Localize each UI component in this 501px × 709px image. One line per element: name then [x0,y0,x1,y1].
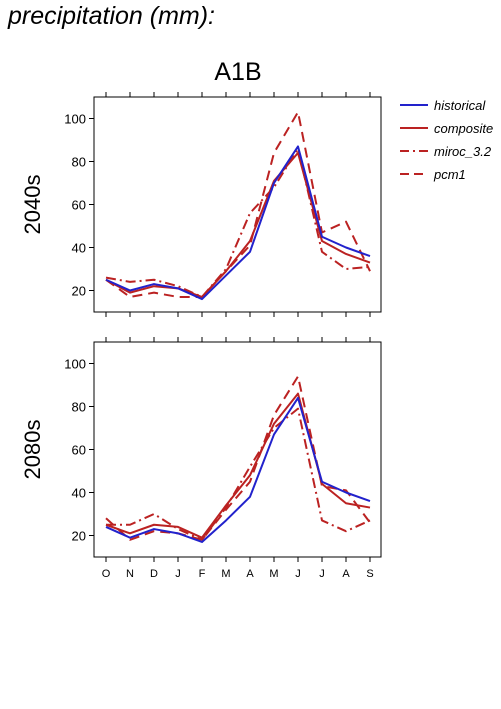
series-line-miroc_3.2 [106,407,371,541]
chart-panel-2040s: 20 40 60 80 100 2040s [20,92,382,317]
x-tick-label: J [295,568,301,580]
y-tick-label: 100 [64,112,86,127]
plot-frame [93,341,382,558]
y-tick-label: 40 [72,241,86,256]
x-tick-label: N [126,568,134,580]
legend-label: pcm1 [433,167,466,182]
x-tick-label: F [199,568,206,580]
x-tick-label: A [342,568,350,580]
x-tick-label: A [246,568,254,580]
y-tick-label: 60 [72,443,86,458]
x-tick-label: J [175,568,181,580]
page-title: precipitation (mm): [8,2,215,30]
x-tick-label: M [221,568,230,580]
x-tick-label: D [150,568,158,580]
series-line-composite [105,151,371,298]
y-tick-label: 40 [72,486,86,501]
legend: historical composite miroc_3.2 pcm1 [400,98,493,182]
x-tick-label: O [102,568,111,580]
legend-label: composite [434,121,493,136]
series-line-pcm1 [105,375,371,541]
x-tick-label: M [269,568,278,580]
series-line-composite [105,392,371,539]
series-line-historical [105,396,371,543]
scenario-title: A1B [214,58,261,86]
y-tick-label: 20 [72,284,86,299]
panel-label: 2080s [20,420,45,480]
x-tick-label: J [319,568,325,580]
y-tick-label: 100 [64,357,86,372]
y-tick-label: 20 [72,529,86,544]
plot-frame [93,96,382,313]
legend-label: historical [434,98,486,113]
series-line-historical [105,145,371,301]
series-line-pcm1 [105,111,371,298]
legend-label: miroc_3.2 [434,144,492,159]
y-tick-label: 80 [72,155,86,170]
series-line-miroc_3.2 [105,147,371,298]
y-tick-label: 80 [72,400,86,415]
panel-label: 2040s [20,175,45,235]
x-tick-label: S [366,568,373,580]
chart-panel-2080s: 20 40 60 80 100 O N D J F M A M J J A S 2080s [20,337,382,580]
y-tick-label: 60 [72,198,86,213]
